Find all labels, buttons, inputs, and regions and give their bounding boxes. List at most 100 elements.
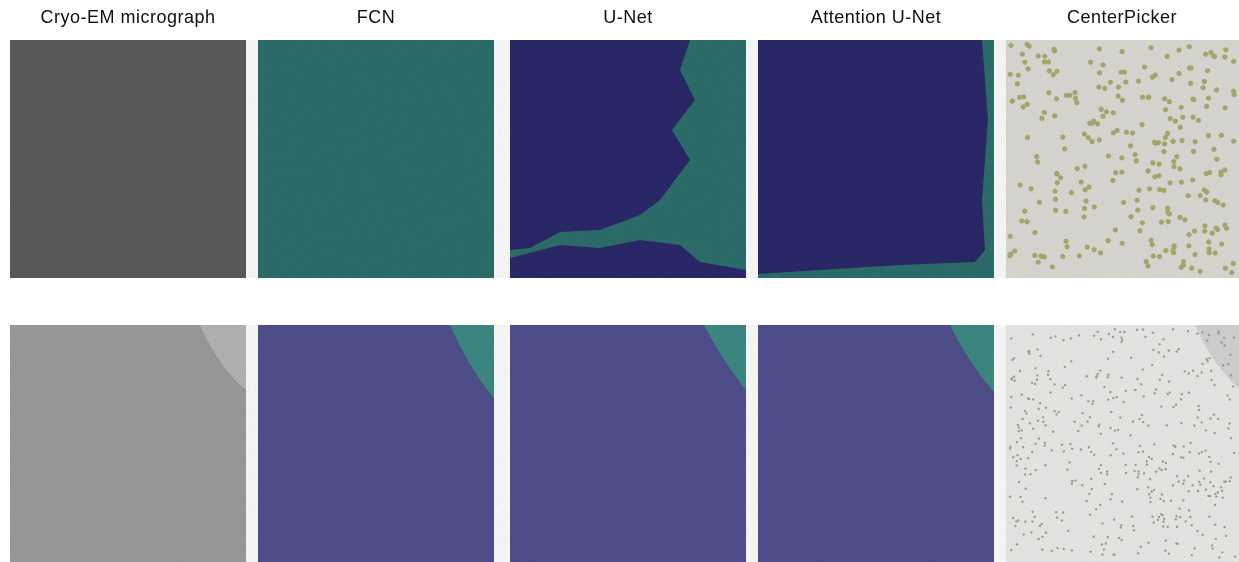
particle — [1229, 480, 1231, 482]
particle — [1168, 380, 1170, 382]
particle — [1118, 537, 1120, 539]
particle — [1051, 47, 1056, 52]
particle — [1088, 60, 1093, 65]
particle — [1209, 481, 1211, 483]
particle — [1164, 468, 1166, 470]
particle — [1053, 383, 1055, 385]
particle — [1190, 524, 1192, 526]
particle — [1230, 374, 1232, 376]
unet-mask — [510, 325, 746, 562]
particle — [1205, 488, 1207, 490]
particle — [1037, 420, 1039, 422]
particle — [1232, 385, 1234, 387]
particle — [1083, 198, 1088, 203]
particle — [1208, 515, 1210, 517]
particle — [1034, 443, 1036, 445]
particle — [1060, 135, 1065, 140]
particle — [1098, 468, 1100, 470]
particle — [1183, 445, 1185, 447]
particle — [1028, 350, 1030, 352]
particle — [1162, 96, 1167, 101]
particle — [1168, 116, 1173, 121]
particle — [1080, 394, 1082, 396]
particle — [1052, 189, 1057, 194]
particle — [1165, 131, 1170, 136]
particle — [1196, 118, 1201, 123]
particle — [1112, 553, 1114, 555]
particle — [1165, 206, 1170, 211]
particle — [1157, 351, 1159, 353]
particle — [1089, 416, 1091, 418]
particle — [1104, 483, 1106, 485]
particle — [1180, 456, 1182, 458]
particle — [1095, 375, 1097, 377]
particle — [1078, 334, 1080, 336]
particle — [1172, 164, 1177, 169]
particle — [1198, 269, 1203, 274]
particle — [1186, 232, 1191, 237]
unet-mask — [510, 40, 746, 278]
particle — [1056, 516, 1058, 518]
particle — [1071, 483, 1073, 485]
particle — [1018, 426, 1020, 428]
particle — [1097, 137, 1102, 142]
particle — [1045, 407, 1047, 409]
particle — [1125, 464, 1127, 466]
particle — [1110, 411, 1112, 413]
particle — [1110, 454, 1112, 456]
particle — [1212, 198, 1217, 203]
particle — [1017, 424, 1019, 426]
particle — [1039, 355, 1041, 357]
particle — [1042, 110, 1047, 115]
particle — [1211, 544, 1213, 546]
particle — [1010, 406, 1012, 408]
particle — [1058, 175, 1063, 180]
particle — [1176, 526, 1178, 528]
particle — [1010, 337, 1012, 339]
particle — [1054, 96, 1059, 101]
fcn-mask — [258, 325, 494, 562]
particle — [1201, 371, 1203, 373]
particle — [1168, 349, 1170, 351]
particle — [1115, 448, 1117, 450]
particle — [1128, 143, 1133, 148]
particle — [1123, 79, 1128, 84]
particle — [1152, 140, 1157, 145]
particle — [1156, 161, 1161, 166]
particle — [1147, 486, 1149, 488]
particle — [1123, 401, 1125, 403]
particle — [1163, 248, 1168, 253]
particle — [1162, 141, 1167, 146]
particle — [1156, 173, 1161, 178]
particle — [1008, 234, 1013, 239]
particle — [1193, 547, 1195, 549]
particle — [1120, 341, 1122, 343]
particle — [1176, 47, 1181, 52]
particle — [1064, 93, 1069, 98]
particle — [1054, 69, 1059, 74]
particle — [1061, 519, 1063, 521]
particle — [1008, 72, 1013, 77]
particle — [1073, 421, 1075, 423]
particle — [1064, 384, 1066, 386]
particle — [1047, 374, 1049, 376]
particle — [1112, 351, 1114, 353]
particle — [1196, 375, 1198, 377]
particle — [1049, 378, 1051, 380]
particle — [1203, 52, 1208, 57]
particle — [1106, 238, 1111, 243]
particle — [1054, 335, 1056, 337]
particle — [1188, 81, 1193, 86]
particle — [1061, 444, 1063, 446]
micrograph — [10, 325, 246, 562]
particle — [1028, 186, 1033, 191]
particle — [1017, 95, 1022, 100]
particle — [1136, 488, 1138, 490]
particle — [1146, 95, 1151, 100]
particle — [1085, 375, 1087, 377]
particle — [1210, 370, 1212, 372]
particle — [1102, 86, 1107, 91]
particle — [1228, 422, 1230, 424]
particle — [1024, 473, 1026, 475]
particle — [1213, 225, 1218, 230]
